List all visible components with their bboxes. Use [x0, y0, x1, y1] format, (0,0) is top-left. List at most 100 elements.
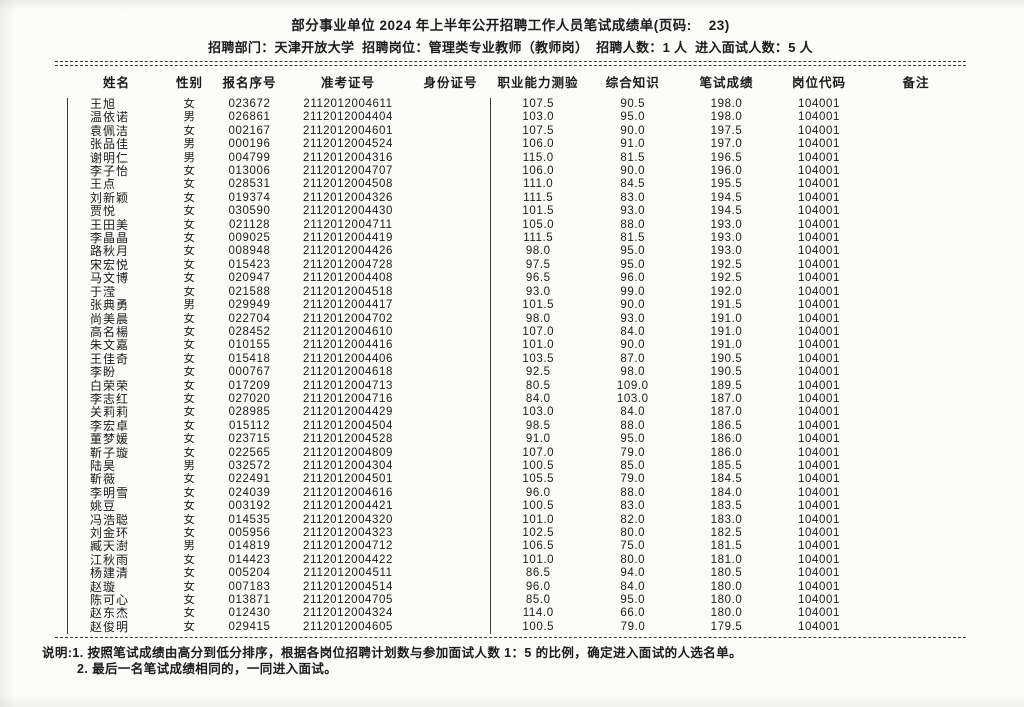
- cell-knowledge-score: 84.0: [620, 580, 646, 593]
- table-row: 董梦媛 女 023715 2112012004528 91.0 95.0 186.0 1040…: [67, 433, 967, 447]
- cell-gender: 女: [183, 218, 196, 231]
- cell-total-score: 195.5: [710, 178, 743, 191]
- cell-registration-number: 005956: [228, 527, 271, 539]
- cell-knowledge-score: 90.0: [620, 124, 646, 137]
- cell-ability-score: 84.0: [490, 392, 586, 407]
- col-header-gender: 性别: [175, 76, 203, 90]
- cell-ability-score: 98.0: [490, 312, 586, 326]
- table-row: 王旭 女 023672 2112012004611 107.5 90.5 198.0 1040…: [67, 98, 967, 112]
- table-row: 王田美 女 021128 2112012004711 105.0 88.0 193.0 104…: [67, 218, 967, 233]
- cell-knowledge-score: 84.0: [620, 406, 646, 419]
- cell-total-score: 193.0: [710, 245, 743, 258]
- cell-post-code: 104001: [798, 352, 840, 365]
- cell-ability-score: 97.5: [490, 258, 586, 273]
- table-row: 宋宏悦 女 015423 2112012004728 97.5 95.0 192.5 1040…: [67, 258, 967, 273]
- cell-post-code: 104001: [798, 218, 840, 231]
- cell-ability-score: 101.0: [490, 553, 586, 568]
- cell-total-score: 191.0: [710, 339, 743, 352]
- cell-gender: 女: [183, 352, 196, 365]
- cell-id-number: [411, 594, 491, 607]
- cell-name: 姚豆: [67, 500, 166, 514]
- cell-ability-score: 85.0: [490, 594, 586, 608]
- cell-name: 关莉莉: [67, 406, 166, 420]
- cell-gender: 女: [183, 245, 196, 258]
- cell-gender: 女: [183, 178, 196, 191]
- cell-gender: 男: [183, 459, 196, 472]
- cell-ability-score: 106.0: [490, 165, 586, 179]
- cell-id-number: [411, 581, 491, 594]
- cell-total-score: 180.0: [710, 607, 743, 620]
- recruitment-info-line: 招聘部门：天津开放大学 招聘岗位：管理类专业教师（教师岗） 招聘人数：1 人 进…: [208, 40, 813, 55]
- cell-registration-number: 000767: [228, 366, 271, 379]
- table-row: 李明雪 女 024039 2112012004616 96.0 88.0 184.0 1040…: [67, 486, 967, 501]
- table-row: 贾悦 女 030590 2112012004430 101.5 93.0 194.5 1040…: [67, 205, 967, 219]
- cell-ability-score: 111.5: [490, 191, 586, 206]
- table-row: 臧天澍 男 014819 2112012004712 106.5 75.0 181.5 104…: [67, 540, 967, 554]
- cell-admission-ticket-number: 2112012004416: [302, 339, 394, 352]
- table-row: 姚豆 女 003192 2112012004421 100.5 83.0 183.5 1040…: [67, 500, 967, 514]
- cell-ability-score: 115.0: [490, 151, 586, 166]
- col-header-written-score: 笔试成绩: [699, 76, 754, 90]
- cell-post-code: 104001: [798, 567, 840, 580]
- cell-id-number: [411, 554, 491, 567]
- cell-gender: 女: [183, 419, 196, 432]
- cell-admission-ticket-number: 2112012004618: [302, 366, 394, 379]
- cell-remark: [866, 621, 967, 634]
- cell-total-score: 192.0: [710, 285, 743, 298]
- cell-post-code: 104001: [798, 433, 840, 446]
- cell-total-score: 194.5: [710, 205, 743, 218]
- cell-ability-score: 96.0: [490, 580, 586, 595]
- cell-post-code: 104001: [798, 165, 840, 178]
- cell-registration-number: 028452: [228, 325, 271, 338]
- cell-knowledge-score: 93.0: [620, 312, 646, 325]
- cell-gender: 女: [183, 446, 196, 459]
- cell-post-code: 104001: [798, 272, 840, 285]
- table-row: 张典勇 男 029949 2112012004417 101.5 90.0 191.5 104…: [67, 299, 967, 313]
- cell-knowledge-score: 84.5: [620, 178, 646, 191]
- cell-knowledge-score: 82.0: [620, 513, 646, 526]
- cell-remark: [866, 567, 967, 580]
- cell-id-number: [411, 313, 491, 326]
- cell-admission-ticket-number: 2112012004508: [302, 178, 394, 191]
- cell-ability-score: 96.0: [490, 486, 586, 501]
- cell-name: 李子怡: [67, 165, 166, 179]
- cell-post-code: 104001: [798, 473, 840, 486]
- cell-registration-number: 021128: [228, 218, 271, 231]
- cell-name: 李宏卓: [67, 419, 166, 434]
- cell-name: 赵俊明: [67, 620, 166, 635]
- cell-gender: 女: [183, 513, 196, 526]
- cell-admission-ticket-number: 2112012004304: [302, 459, 394, 472]
- cell-id-number: [411, 527, 491, 540]
- cell-name: 靳薇: [67, 473, 166, 487]
- cell-post-code: 104001: [798, 178, 840, 191]
- cell-total-score: 181.0: [710, 553, 743, 566]
- cell-registration-number: 017209: [228, 379, 271, 392]
- table-row: 王点 女 028531 2112012004508 111.0 84.5 195.5 1040…: [67, 178, 967, 192]
- cell-total-score: 196.5: [710, 151, 743, 164]
- cell-remark: [866, 380, 967, 393]
- cell-post-code: 104001: [798, 138, 840, 151]
- cell-gender: 女: [183, 580, 196, 593]
- cell-gender: 女: [183, 473, 196, 486]
- cell-admission-ticket-number: 2112012004320: [302, 513, 394, 526]
- cell-post-code: 104001: [798, 486, 840, 499]
- cell-name: 李明雪: [67, 486, 166, 501]
- cell-total-score: 192.5: [710, 258, 743, 271]
- cell-name: 刘金环: [67, 527, 166, 541]
- cell-name: 尚美晨: [67, 312, 166, 326]
- cell-knowledge-score: 83.0: [620, 191, 646, 204]
- cell-gender: 女: [183, 567, 196, 580]
- cell-ability-score: 101.0: [490, 513, 586, 527]
- cell-total-score: 191.5: [710, 299, 743, 312]
- cell-total-score: 196.0: [710, 165, 743, 178]
- cell-id-number: [411, 138, 491, 151]
- cell-id-number: [411, 420, 491, 433]
- cell-remark: [866, 245, 967, 258]
- col-header-ability-test: 职业能力测验: [497, 76, 579, 90]
- cell-id-number: [411, 607, 491, 620]
- cell-ability-score: 102.5: [490, 527, 586, 541]
- cell-ability-score: 107.0: [490, 446, 586, 460]
- cell-registration-number: 003192: [228, 500, 271, 513]
- divider-top: [55, 61, 966, 66]
- cell-post-code: 104001: [798, 232, 840, 245]
